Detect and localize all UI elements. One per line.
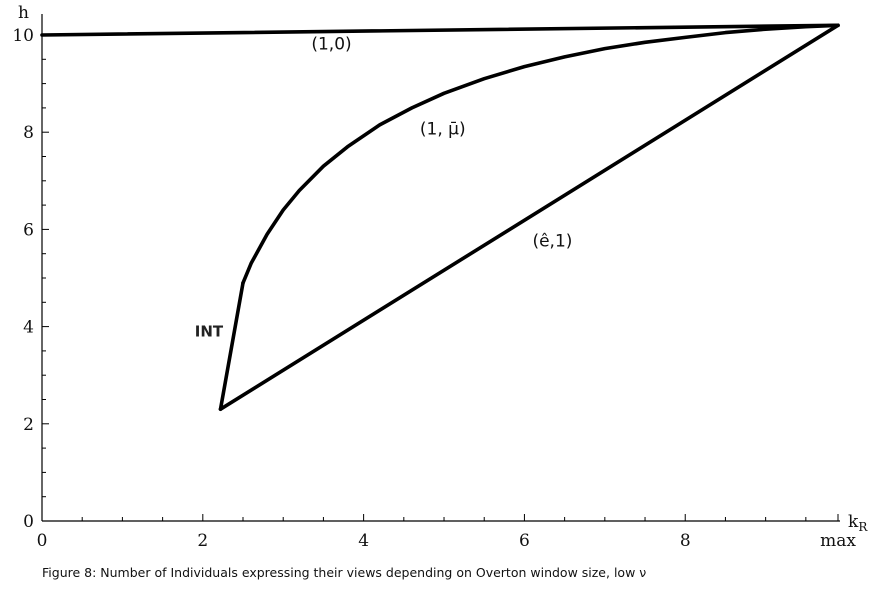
- annotation-a10: (1,0): [311, 35, 351, 55]
- series-line-0: [40, 23, 840, 37]
- x-tick-label-3: 6: [519, 531, 530, 551]
- figure-caption: Figure 8: Number of Individuals expressi…: [42, 565, 647, 580]
- y-tick-label-4: 8: [23, 123, 34, 143]
- ticks: 0 2 4 6 8 max 0 2 4 6 8 10: [12, 26, 856, 551]
- x-tick-label-5: max: [820, 531, 856, 551]
- y-tick-label-3: 6: [23, 220, 34, 240]
- x-tick-label-1: 2: [197, 531, 208, 551]
- y-tick-label-0: 0: [23, 512, 34, 532]
- x-axis-title-subscript: R: [858, 520, 868, 534]
- y-tick-label-2: 4: [23, 318, 34, 338]
- series-line-2: [218, 281, 245, 412]
- x-tick-label-4: 8: [680, 531, 691, 551]
- x-tick-label-0: 0: [37, 531, 48, 551]
- x-tick-label-2: 4: [358, 531, 369, 551]
- series-line-3: [218, 23, 840, 412]
- y-tick-label-1: 2: [23, 415, 34, 435]
- y-axis-title: h: [18, 3, 29, 23]
- annotation-amu: (1, μ̄): [420, 120, 466, 140]
- y-tick-label-5: 10: [12, 26, 34, 46]
- annotation-ae1: (ê,1): [532, 231, 572, 251]
- curves: [40, 23, 840, 412]
- annotations: (1,0) (1, μ̄) INT (ê,1): [195, 35, 573, 341]
- axes: hkR: [18, 3, 868, 534]
- annotation-aint: INT: [195, 322, 224, 340]
- series-line-1: [241, 23, 840, 285]
